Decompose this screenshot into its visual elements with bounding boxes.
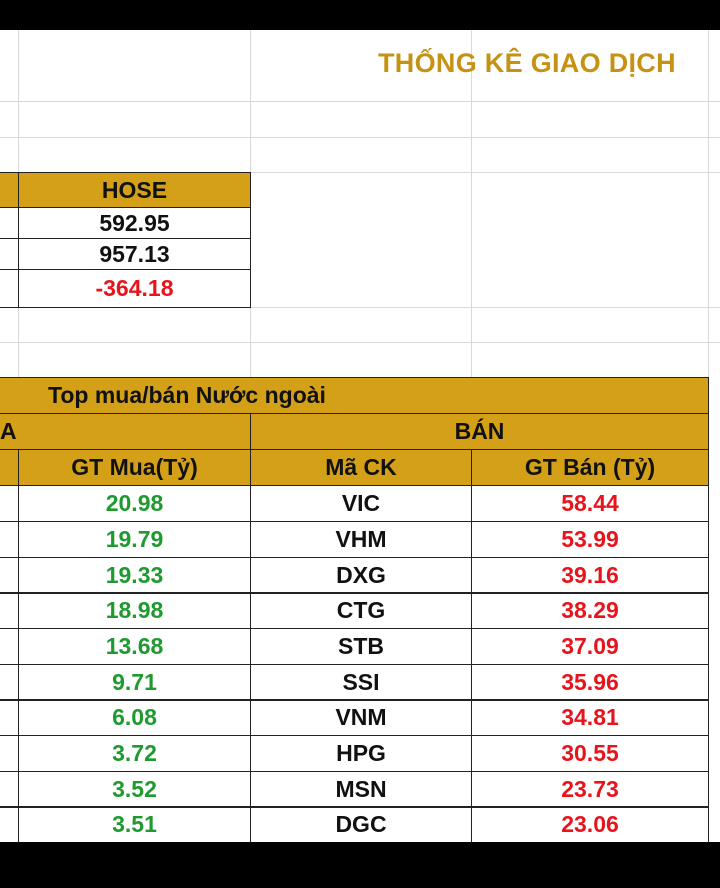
buy-code-cell[interactable] [0, 557, 19, 594]
buy-value-cell[interactable]: 19.79 [18, 521, 251, 558]
sell-value-cell[interactable]: 37.09 [471, 628, 709, 665]
top-table-title[interactable]: Top mua/bán Nước ngoài [0, 377, 709, 414]
sell-code-cell[interactable]: VNM [250, 699, 472, 736]
buy-value-cell[interactable]: 13.68 [18, 628, 251, 665]
sell-value-cell[interactable]: 53.99 [471, 521, 709, 558]
summary-left-cell[interactable] [0, 207, 19, 239]
buy-code-cell[interactable] [0, 664, 19, 701]
summary-left-cell[interactable] [0, 238, 19, 270]
sell-value-cell[interactable]: 23.06 [471, 806, 709, 842]
sell-value-cell[interactable]: 58.44 [471, 485, 709, 522]
sell-value-cell[interactable]: 34.81 [471, 699, 709, 736]
sell-code-cell[interactable]: SSI [250, 664, 472, 701]
summary-left-cell[interactable] [0, 269, 19, 308]
summary-net-value[interactable]: -364.18 [18, 269, 251, 308]
buy-code-cell[interactable] [0, 592, 19, 629]
summary-left-header-cell[interactable] [0, 172, 19, 208]
sell-code-header[interactable]: Mã CK [250, 449, 472, 486]
sell-code-cell[interactable]: VIC [250, 485, 472, 522]
buy-code-cell[interactable] [0, 699, 19, 736]
sell-code-cell[interactable]: MSN [250, 771, 472, 808]
sell-value-cell[interactable]: 39.16 [471, 557, 709, 594]
buy-code-header[interactable] [0, 449, 19, 486]
sell-code-cell[interactable]: VHM [250, 521, 472, 558]
buy-code-cell[interactable] [0, 771, 19, 808]
buy-value-cell[interactable]: 20.98 [18, 485, 251, 522]
sell-value-cell[interactable]: 30.55 [471, 735, 709, 772]
buy-value-cell[interactable]: 9.71 [18, 664, 251, 701]
buy-code-cell[interactable] [0, 521, 19, 558]
buy-group-header[interactable]: A [0, 413, 251, 450]
buy-value-cell[interactable]: 6.08 [18, 699, 251, 736]
sell-code-cell[interactable]: DXG [250, 557, 472, 594]
buy-value-cell[interactable]: 18.98 [18, 592, 251, 629]
sell-code-cell[interactable]: DGC [250, 806, 472, 842]
spreadsheet-area: THỐNG KÊ GIAO DỊCH HOSE 592.95 957.13 -3… [0, 30, 720, 842]
sell-value-cell[interactable]: 23.73 [471, 771, 709, 808]
sell-value-cell[interactable]: 38.29 [471, 592, 709, 629]
buy-code-cell[interactable] [0, 628, 19, 665]
buy-value-header[interactable]: GT Mua(Tỷ) [18, 449, 251, 486]
page-title: THỐNG KÊ GIAO DỊCH [378, 48, 676, 78]
summary-header[interactable]: HOSE [18, 172, 251, 208]
summary-sell-value[interactable]: 957.13 [18, 238, 251, 270]
sell-code-cell[interactable]: HPG [250, 735, 472, 772]
buy-value-cell[interactable]: 3.51 [18, 806, 251, 842]
buy-code-cell[interactable] [0, 735, 19, 772]
buy-value-cell[interactable]: 3.52 [18, 771, 251, 808]
buy-code-cell[interactable] [0, 485, 19, 522]
buy-code-cell[interactable] [0, 806, 19, 842]
sell-value-cell[interactable]: 35.96 [471, 664, 709, 701]
sell-value-header[interactable]: GT Bán (Tỷ) [471, 449, 709, 486]
sell-group-header[interactable]: BÁN [250, 413, 709, 450]
summary-buy-value[interactable]: 592.95 [18, 207, 251, 239]
sell-code-cell[interactable]: STB [250, 628, 472, 665]
buy-value-cell[interactable]: 3.72 [18, 735, 251, 772]
sell-code-cell[interactable]: CTG [250, 592, 472, 629]
buy-value-cell[interactable]: 19.33 [18, 557, 251, 594]
